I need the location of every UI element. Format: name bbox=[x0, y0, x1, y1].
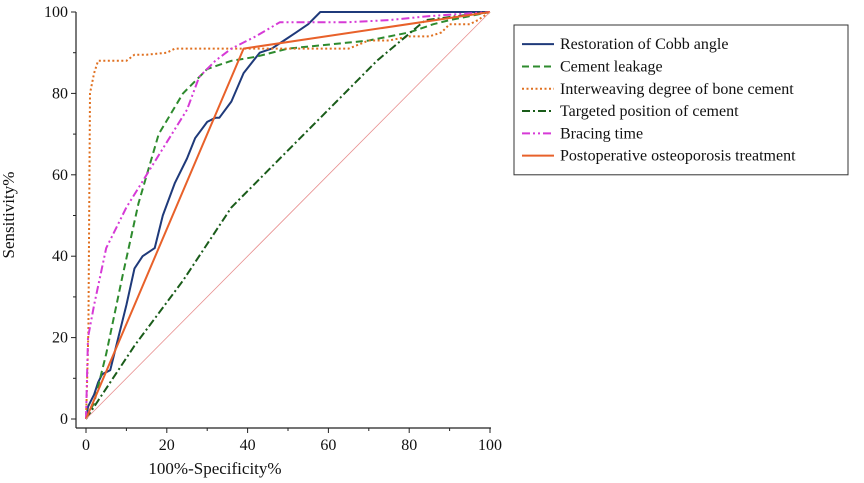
series-line-cement-leakage bbox=[85, 11, 491, 420]
x-tick-label: 40 bbox=[240, 437, 256, 454]
series-line-bracing-time bbox=[85, 11, 491, 420]
legend-label: Postoperative osteoporosis treatment bbox=[560, 148, 796, 165]
legend-label: Targeted position of cement bbox=[560, 103, 739, 120]
x-tick-label: 20 bbox=[159, 437, 175, 454]
y-tick-label: 100 bbox=[44, 4, 68, 21]
y-tick-label: 80 bbox=[52, 85, 68, 102]
x-tick-label: 80 bbox=[401, 437, 417, 454]
series-line-interweaving-degree-of-bone-cement bbox=[85, 11, 491, 420]
legend-label: Restoration of Cobb angle bbox=[560, 36, 728, 53]
legend-label: Interweaving degree of bone cement bbox=[560, 81, 794, 98]
y-tick-label: 0 bbox=[60, 411, 68, 428]
y-tick-label: 40 bbox=[52, 248, 68, 265]
y-tick-label: 60 bbox=[52, 167, 68, 184]
y-tick-label: 20 bbox=[52, 330, 68, 347]
legend-label: Cement leakage bbox=[560, 58, 663, 75]
x-axis-title: 100%-Specificity% bbox=[148, 459, 281, 478]
series-line-targeted-position-of-cement bbox=[85, 11, 491, 420]
legend-box bbox=[513, 24, 849, 176]
legend: Restoration of Cobb angle Cement leakage I… bbox=[513, 24, 849, 176]
legend-label: Bracing time bbox=[560, 125, 643, 142]
reference-diagonal-line bbox=[85, 11, 491, 420]
y-axis-title: Sensitivity% bbox=[0, 172, 18, 259]
plot-area bbox=[85, 11, 491, 420]
x-tick-label: 60 bbox=[320, 437, 336, 454]
x-tick-label: 0 bbox=[82, 437, 90, 454]
x-tick-label: 100 bbox=[478, 437, 502, 454]
series-line-postoperative-osteoporosis-treatment bbox=[85, 11, 491, 420]
